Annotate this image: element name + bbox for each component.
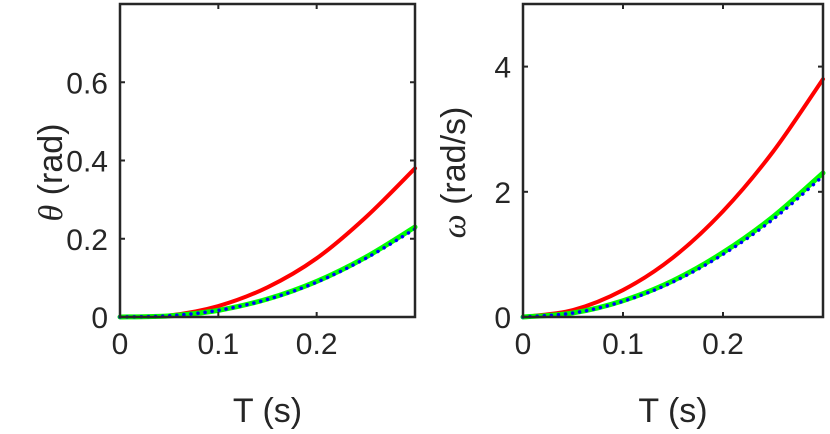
omega-panel: 0 0.1 0.2 0 2 4 T (s) ω (rad/s) (435, 2, 826, 430)
omega-y-tick-label: 0 (494, 302, 511, 335)
omega-series-red-line (521, 77, 825, 319)
theta-x-axis-label: T (s) (233, 392, 302, 430)
omega-tick-layer: 0 0.1 0.2 0 2 4 (494, 4, 823, 361)
omega-x-axis-label: T (s) (638, 392, 707, 430)
omega-y-axis-symbol: ω (436, 214, 473, 238)
theta-y-tick-label: 0 (91, 302, 108, 335)
omega-x-tick-label: 0 (515, 328, 532, 361)
theta-series-green-line (117, 224, 418, 320)
theta-y-tick-label: 0.2 (66, 224, 108, 257)
omega-y-tick-label: 2 (494, 177, 511, 210)
omega-x-tick-label: 0.1 (602, 328, 644, 361)
omega-series-blue-line (521, 174, 825, 319)
theta-y-axis-unit: (rad) (32, 124, 70, 205)
theta-x-tick-label: 0.2 (296, 328, 338, 361)
theta-axes-box (118, 2, 417, 319)
theta-series-blue-line (118, 227, 417, 319)
omega-y-axis-label: ω (rad/s) (435, 107, 473, 239)
theta-y-axis-symbol: θ (33, 205, 70, 222)
theta-y-tick-label: 0.6 (66, 67, 108, 100)
theta-series-layer (117, 166, 418, 320)
theta-tick-layer: 0 0.1 0.2 0 0.2 0.4 0.6 (66, 4, 415, 361)
theta-series-red-line (118, 166, 417, 319)
omega-x-tick-label: 0.2 (702, 328, 744, 361)
omega-axes-box (521, 2, 825, 319)
theta-y-tick-label: 0.4 (66, 146, 108, 179)
theta-y-axis-label: θ (rad) (32, 124, 70, 222)
theta-x-tick-label: 0 (112, 328, 129, 361)
theta-panel: 0 0.1 0.2 0 0.2 0.4 0.6 T (s) θ (rad) (32, 2, 418, 430)
omega-series-green-line (520, 170, 826, 320)
omega-y-tick-label: 4 (494, 52, 511, 85)
omega-series-layer (520, 77, 826, 320)
omega-y-axis-unit: (rad/s) (435, 107, 473, 215)
theta-x-tick-label: 0.1 (197, 328, 239, 361)
